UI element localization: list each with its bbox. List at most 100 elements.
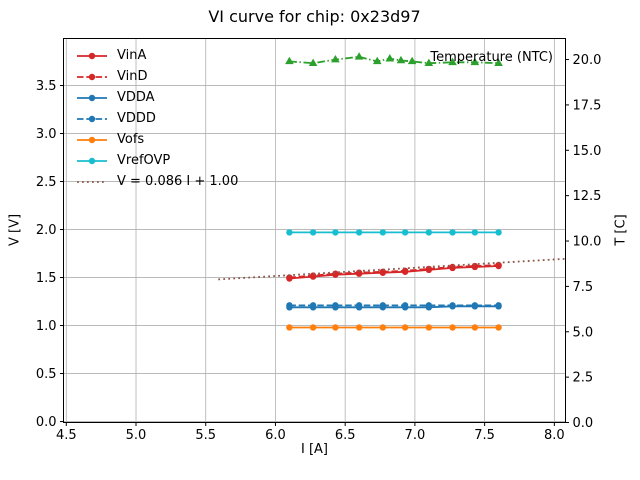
marker-circle — [425, 229, 433, 236]
legend-item-vrefovp: VrefOVP — [76, 150, 238, 171]
marker-circle — [449, 302, 456, 309]
y-left-tick-label: 2.0 — [36, 223, 57, 238]
y-right-tick-label: 15.0 — [573, 144, 602, 159]
legend-line-sample — [77, 136, 107, 143]
y-left-tick-label: 1.0 — [36, 319, 57, 334]
y-right-tick-label: 10.0 — [573, 235, 602, 250]
y-axis-right-label: T [C] — [613, 214, 629, 246]
marker-circle — [379, 302, 387, 309]
marker-triangle — [308, 58, 318, 66]
marker-circle — [379, 229, 387, 236]
marker-circle — [379, 268, 387, 275]
y-right-tick-label: 12.5 — [573, 189, 602, 204]
marker-circle — [495, 261, 502, 269]
x-tick-label: 8.0 — [544, 428, 565, 443]
series-line-vind — [289, 264, 499, 279]
marker-circle — [401, 302, 409, 309]
marker-circle — [309, 272, 317, 279]
x-tick-label: 6.0 — [265, 428, 286, 443]
legend-item-v-0-086-i-1-00: V = 0.086 I + 1.00 — [76, 171, 238, 192]
chart-title: VI curve for chip: 0x23d97 — [208, 7, 421, 26]
temperature-annotation: Temperature (NTC) — [430, 50, 553, 65]
marker-triangle — [470, 57, 480, 66]
marker-triangle — [424, 58, 434, 66]
marker-triangle — [331, 54, 340, 63]
marker-triangle — [494, 58, 503, 66]
marker-circle — [401, 229, 409, 236]
y-right-tick-label: 17.5 — [573, 98, 602, 113]
marker-circle — [449, 324, 456, 331]
marker-circle — [471, 324, 479, 331]
marker-circle — [449, 263, 456, 271]
marker-circle — [495, 229, 502, 236]
marker-triangle — [285, 56, 294, 65]
x-tick-label: 6.5 — [335, 428, 356, 443]
series-line-vina — [289, 265, 499, 280]
marker-triangle — [385, 54, 395, 62]
y-left-tick-label: 3.5 — [36, 79, 57, 94]
legend-line-sample — [77, 52, 107, 59]
y-left-tick-label: 1.5 — [36, 271, 57, 286]
legend-line-sample — [77, 180, 107, 183]
marker-circle — [471, 229, 479, 236]
legend-item-vddd: VDDD — [76, 108, 238, 129]
marker-circle — [355, 269, 363, 276]
legend-label: VrefOVP — [117, 153, 171, 168]
x-tick-label: 7.5 — [474, 428, 495, 443]
legend-label: VDDD — [117, 111, 156, 126]
marker-circle — [401, 267, 409, 275]
marker-circle — [471, 262, 479, 270]
x-tick-label: 5.5 — [195, 428, 216, 443]
y-left-tick-label: 0.0 — [36, 415, 57, 430]
axes-spines — [63, 38, 566, 423]
marker-circle — [425, 324, 433, 331]
legend-label: Vofs — [117, 132, 145, 147]
legend: VinA VinD VDDA VDDD Vofs VrefOVP V = 0.086 I +… — [76, 45, 238, 192]
marker-circle — [286, 302, 293, 309]
legend-label: VinA — [117, 48, 147, 63]
marker-circle — [309, 324, 317, 331]
y-axis-left-label: V [V] — [7, 213, 23, 247]
marker-circle — [425, 302, 433, 309]
series-line-vdda — [289, 305, 499, 309]
marker-circle — [286, 274, 293, 281]
legend-item-vind: VinD — [76, 66, 238, 87]
marker-circle — [471, 302, 479, 309]
y-right-tick-label: 2.5 — [573, 371, 594, 386]
marker-circle — [332, 270, 339, 277]
legend-item-vina: VinA — [76, 45, 238, 66]
y-left-tick-label: 0.5 — [36, 367, 57, 382]
series-line-v-0-086-i-1-00 — [218, 257, 566, 281]
x-tick-label: 5.0 — [126, 428, 147, 443]
legend-label: VDDA — [117, 90, 155, 105]
x-tick-label: 4.5 — [56, 428, 77, 443]
legend-label: VinD — [117, 69, 148, 84]
marker-circle — [425, 265, 433, 273]
x-tick-label: 7.0 — [405, 428, 426, 443]
marker-circle — [332, 324, 339, 331]
legend-item-vofs: Vofs — [76, 129, 238, 150]
y-right-tick-label: 7.5 — [573, 280, 594, 295]
marker-circle — [355, 324, 363, 331]
series-line-temperature-ntc- — [289, 55, 499, 65]
y-right-tick-label: 5.0 — [573, 325, 594, 340]
y-right-tick-label: 0.0 — [573, 416, 594, 431]
marker-circle — [495, 302, 502, 309]
legend-line-sample — [77, 115, 107, 122]
legend-line-sample — [77, 73, 107, 80]
y-left-tick-label: 2.5 — [36, 175, 57, 190]
marker-triangle — [396, 55, 406, 64]
marker-circle — [332, 302, 339, 309]
marker-circle — [495, 324, 502, 331]
marker-circle — [449, 229, 456, 236]
marker-circle — [286, 229, 293, 236]
marker-triangle — [354, 52, 364, 60]
legend-line-sample — [77, 94, 107, 101]
marker-circle — [332, 229, 339, 236]
legend-item-vdda: VDDA — [76, 87, 238, 108]
marker-circle — [309, 229, 317, 236]
y-right-tick-label: 20.0 — [573, 53, 602, 68]
legend-line-sample — [77, 157, 107, 164]
